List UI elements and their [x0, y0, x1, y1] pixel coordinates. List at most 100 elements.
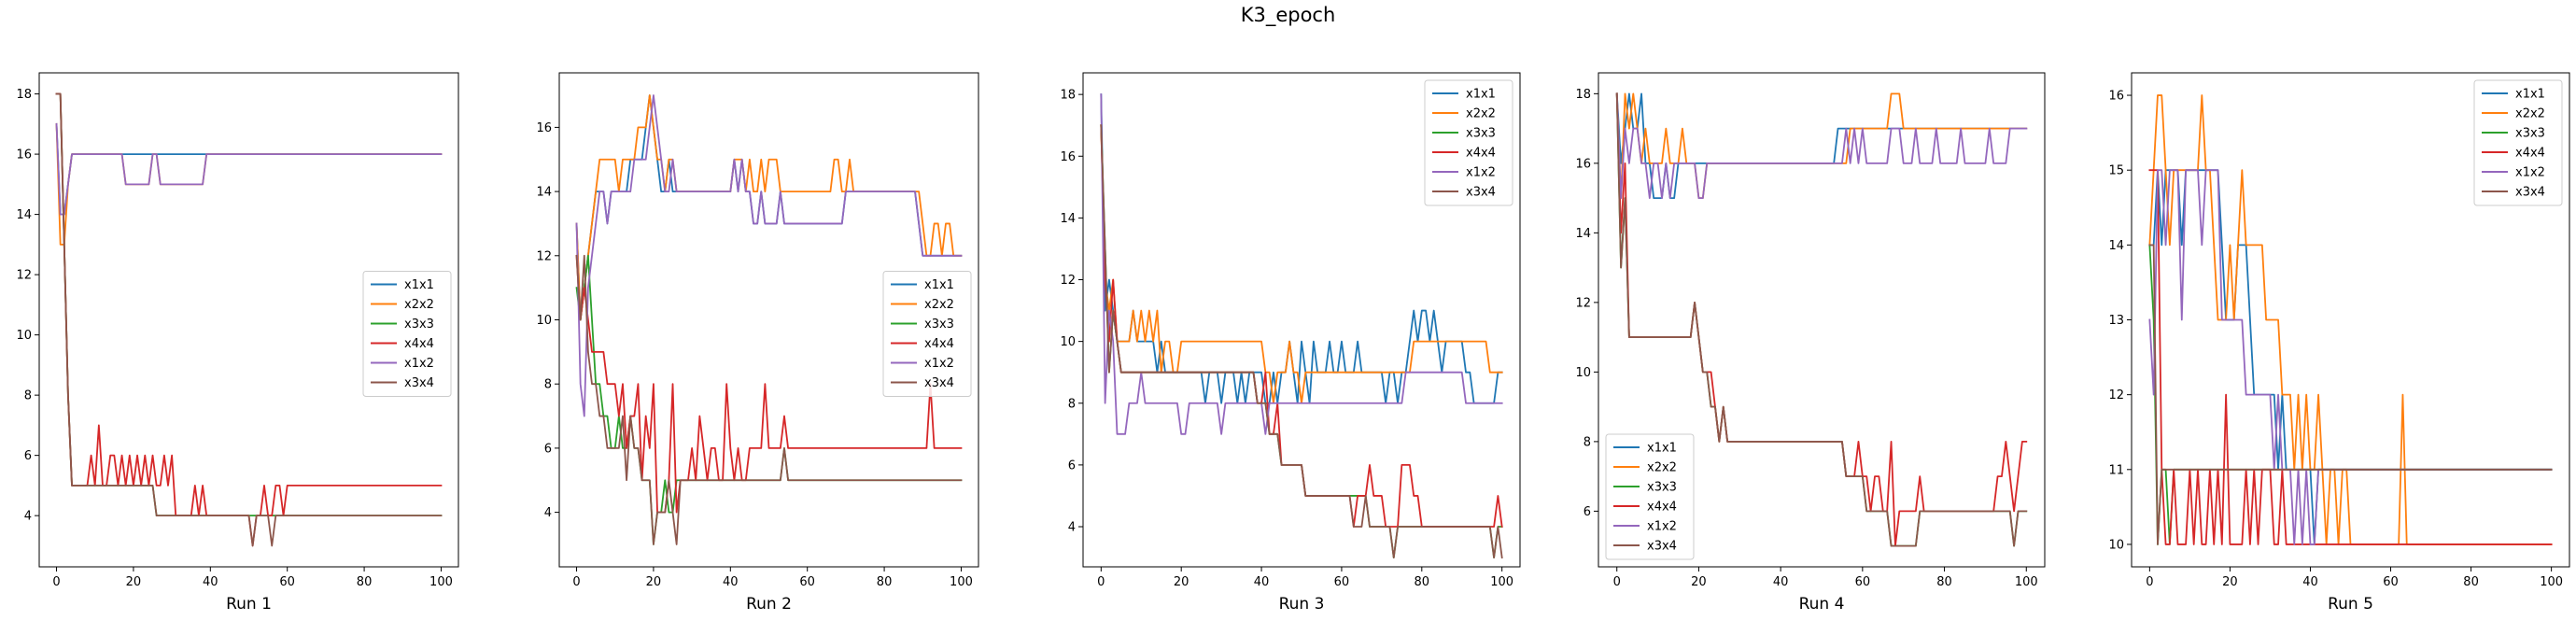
- legend-label-x4x4: x4x4: [924, 337, 954, 351]
- legend-label-x3x4: x3x4: [1647, 540, 1677, 554]
- legend-label-x3x3: x3x3: [2515, 127, 2545, 141]
- legend-label-x1x2: x1x2: [1647, 520, 1677, 534]
- y-tick-label: 4: [1068, 521, 1076, 535]
- subplot-1: 0 20 40 60 80 100 4 6 8 10 12 14 16 18 Run 1 x1x1 x2x2 x3…: [16, 72, 459, 614]
- legend-box: [882, 271, 972, 397]
- legend: x1x1 x2x2 x3x3 x4x4 x1x2 x3x4: [2473, 79, 2563, 206]
- series-line-x3x4: [575, 254, 963, 545]
- legend-label-x4x4: x4x4: [1647, 501, 1677, 515]
- series-line-x1x2: [1100, 93, 1503, 435]
- y-tick-label: 8: [1068, 397, 1076, 411]
- legend-label-x1x1: x1x1: [2515, 88, 2545, 102]
- legend-label-x1x2: x1x2: [404, 357, 434, 371]
- x-tick-label: 100: [1490, 575, 1513, 589]
- x-tick-label: 40: [723, 575, 739, 589]
- x-tick-label: 60: [799, 575, 815, 589]
- series-line-x3x4: [1615, 92, 2028, 547]
- axes-frame: [1082, 72, 1521, 568]
- series-line-x1x2: [1615, 92, 2028, 200]
- series-line-x1x1: [2148, 169, 2553, 545]
- x-axis-label: Run 2: [746, 595, 792, 614]
- series-line-x1x1: [55, 122, 443, 216]
- legend: x1x1 x2x2 x3x3 x4x4 x1x2 x3x4: [1424, 79, 1513, 206]
- series-lines: [1100, 93, 1503, 559]
- series-line-x3x4: [1100, 124, 1503, 559]
- legend-box: [1605, 433, 1695, 560]
- x-tick-label: 20: [646, 575, 662, 589]
- y-tick-label: 4: [24, 510, 32, 524]
- legend-label-x3x4: x3x4: [1466, 186, 1496, 200]
- legend-label-x2x2: x2x2: [1466, 107, 1496, 121]
- x-tick-label: 0: [572, 575, 580, 589]
- y-tick-label: 16: [16, 148, 32, 162]
- y-tick-label: 8: [544, 378, 552, 392]
- legend-label-x4x4: x4x4: [2515, 147, 2545, 161]
- legend-label-x4x4: x4x4: [404, 337, 434, 351]
- figure-title: K3_epoch: [1240, 4, 1336, 26]
- y-tick-label: 12: [16, 269, 32, 283]
- legend-label-x1x1: x1x1: [404, 278, 434, 292]
- x-axis-label: Run 5: [2328, 595, 2373, 614]
- x-tick-label: 40: [1254, 575, 1270, 589]
- subplot-3: 0 20 40 60 80 100 4 6 8 10 12 14 16 18 Run 3 x1x1 x2x2 x3…: [1060, 72, 1521, 614]
- legend-label-x3x4: x3x4: [2515, 186, 2545, 200]
- y-tick-label: 16: [2108, 90, 2124, 104]
- y-tick-label: 12: [1575, 296, 1591, 310]
- y-tick-label: 10: [2108, 538, 2124, 552]
- x-tick-label: 100: [2015, 575, 2038, 589]
- series-line-x3x4: [2148, 244, 2553, 545]
- series-line-x2x2: [1615, 92, 2028, 200]
- legend-box: [362, 271, 452, 397]
- y-tick-label: 8: [24, 389, 32, 403]
- y-tick-label: 12: [1060, 274, 1076, 288]
- y-tick-label: 14: [2108, 239, 2124, 253]
- legend-label-x3x4: x3x4: [404, 376, 434, 390]
- legend-label-x4x4: x4x4: [1466, 147, 1496, 161]
- series-line-x2x2: [55, 122, 443, 246]
- y-tick-label: 11: [2108, 463, 2124, 477]
- legend-label-x1x2: x1x2: [2515, 166, 2545, 180]
- y-tick-label: 14: [1575, 227, 1591, 241]
- y-tick-label: 6: [544, 442, 552, 456]
- series-line-x1x2: [575, 94, 963, 417]
- x-tick-label: 100: [950, 575, 973, 589]
- x-axis-label: Run 1: [226, 595, 272, 614]
- y-tick-label: 14: [1060, 212, 1076, 226]
- x-tick-label: 100: [429, 575, 453, 589]
- y-tick-label: 14: [536, 186, 552, 200]
- subplot-2: 0 20 40 60 80 100 4 6 8 10 12 14 16 Run 2 x1x1 x2x2 x3x3…: [536, 72, 979, 614]
- x-tick-label: 60: [1855, 575, 1871, 589]
- series-line-x1x1: [1615, 92, 2028, 200]
- y-tick-label: 15: [2108, 164, 2124, 178]
- y-tick-label: 18: [16, 88, 32, 102]
- x-tick-label: 0: [2146, 575, 2153, 589]
- x-tick-label: 80: [877, 575, 893, 589]
- y-tick-label: 4: [544, 506, 552, 520]
- x-tick-label: 0: [1613, 575, 1621, 589]
- y-tick-label: 16: [1575, 157, 1591, 171]
- legend-label-x2x2: x2x2: [1647, 461, 1677, 475]
- legend-label-x1x2: x1x2: [1466, 166, 1496, 180]
- y-tick-label: 6: [1068, 459, 1076, 473]
- legend-box: [1424, 79, 1513, 206]
- y-tick-label: 10: [1060, 335, 1076, 349]
- x-tick-label: 40: [203, 575, 218, 589]
- x-tick-label: 20: [1174, 575, 1189, 589]
- axes-frame: [1598, 72, 2046, 568]
- x-tick-label: 60: [1334, 575, 1350, 589]
- legend: x1x1 x2x2 x3x3 x4x4 x1x2 x3x4: [362, 271, 452, 397]
- series-line-x4x4: [2148, 169, 2553, 545]
- y-tick-label: 6: [24, 449, 32, 463]
- series-line-x4x4: [55, 92, 443, 547]
- x-axis-label: Run 4: [1799, 595, 1845, 614]
- x-tick-label: 80: [1415, 575, 1430, 589]
- y-tick-label: 13: [2108, 314, 2124, 328]
- x-tick-label: 80: [2463, 575, 2479, 589]
- legend-label-x1x1: x1x1: [924, 278, 954, 292]
- x-tick-label: 0: [1097, 575, 1105, 589]
- series-line-x1x2: [55, 122, 443, 216]
- x-tick-label: 40: [1773, 575, 1789, 589]
- x-tick-label: 80: [1936, 575, 1952, 589]
